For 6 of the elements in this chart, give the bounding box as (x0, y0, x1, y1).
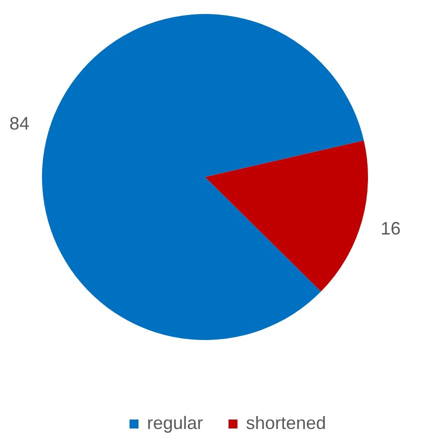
legend-label: regular (147, 413, 204, 433)
data-label: 84 (9, 113, 30, 134)
legend-label: shortened (246, 413, 326, 433)
pie-slice (42, 14, 364, 340)
data-label: 16 (380, 218, 401, 239)
pie-slice (205, 140, 368, 292)
